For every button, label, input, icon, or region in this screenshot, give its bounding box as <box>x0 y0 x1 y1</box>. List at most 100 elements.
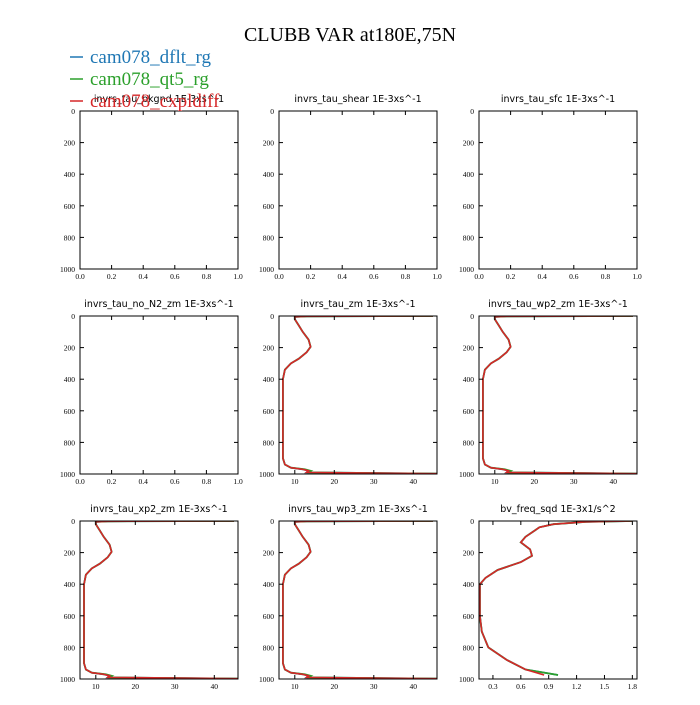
legend-item-1: cam078_dflt_rg <box>70 47 212 68</box>
y-tick-label: 1000 <box>259 470 274 479</box>
plot-frame <box>278 520 438 680</box>
y-tick-label: 600 <box>463 612 475 621</box>
chart-panel-6: invrs_tau_wp2_zm 1E-3xs^-1 0 200 400 600 800 1… <box>459 299 638 486</box>
panel-title: invrs_tau_sfc 1E-3xs^-1 <box>501 94 615 105</box>
y-tick-label: 1000 <box>60 265 75 274</box>
x-tick-label: 1.8 <box>628 682 638 691</box>
x-tick-label: 0.6 <box>369 272 379 281</box>
y-tick-label: 600 <box>263 202 275 211</box>
series-line-1 <box>481 316 637 474</box>
series-line-1 <box>281 521 437 679</box>
series-group <box>281 316 437 474</box>
series-line-2 <box>83 521 238 679</box>
y-tick-label: 0 <box>270 312 274 321</box>
x-tick-label: 1.0 <box>233 477 243 486</box>
series-line-3 <box>83 521 238 679</box>
series-group <box>479 521 633 676</box>
y-tick-label: 800 <box>64 438 76 447</box>
legend-label: cam078_qt5_rg <box>90 69 209 90</box>
series-group <box>83 521 238 679</box>
x-tick-label: 30 <box>171 682 179 691</box>
x-tick-label: 0.4 <box>538 272 548 281</box>
y-tick-label: 600 <box>64 202 76 211</box>
y-tick-label: 1000 <box>60 470 75 479</box>
plot-frame <box>478 315 638 475</box>
y-tick-label: 400 <box>263 170 275 179</box>
x-tick-label: 1.0 <box>632 272 642 281</box>
y-tick-label: 0 <box>470 517 474 526</box>
panel-title: invrs_tau_no_N2_zm 1E-3xs^-1 <box>84 299 233 310</box>
y-tick-label: 0 <box>71 517 75 526</box>
chart-panel-8: invrs_tau_wp3_zm 1E-3xs^-1 0 200 400 600 800 1… <box>259 504 438 691</box>
series-line-2 <box>281 521 437 679</box>
series-line-1 <box>281 316 437 474</box>
y-tick-label: 400 <box>64 170 76 179</box>
x-tick-label: 10 <box>491 477 499 486</box>
x-tick-label: 0.8 <box>202 272 212 281</box>
chart-panel-5: invrs_tau_zm 1E-3xs^-1 0 200 400 600 800 1000 1… <box>259 299 438 486</box>
y-tick-label: 600 <box>263 612 275 621</box>
y-tick-label: 0 <box>270 107 274 116</box>
x-tick-label: 0.3 <box>488 682 498 691</box>
y-tick-label: 800 <box>64 643 76 652</box>
x-tick-label: 0.4 <box>139 477 149 486</box>
y-tick-label: 200 <box>463 344 475 353</box>
y-tick-label: 600 <box>64 407 76 416</box>
plot-frame <box>79 315 239 475</box>
x-tick-label: 0.6 <box>170 477 180 486</box>
y-tick-label: 400 <box>463 580 475 589</box>
legend-item-2: cam078_qt5_rg <box>70 69 209 90</box>
x-tick-label: 40 <box>410 477 418 486</box>
x-tick-label: 0.8 <box>401 272 411 281</box>
x-tick-label: 0.8 <box>601 272 611 281</box>
y-tick-label: 800 <box>463 438 475 447</box>
x-tick-label: 0.6 <box>569 272 579 281</box>
y-tick-label: 400 <box>64 580 76 589</box>
chart-panel-9: bv_freq_sqd 1E-3x1/s^2 0 200 400 600 800 1000 0… <box>459 504 638 691</box>
panel-grid: invrs_tau_bkgnd 1E-3xs^-1020040060080010… <box>60 94 642 691</box>
panel-title: invrs_tau_shear 1E-3xs^-1 <box>294 94 421 105</box>
chart-panel-1: invrs_tau_bkgnd 1E-3xs^-1 0 200 400 600 800 10… <box>60 94 243 281</box>
panel-title: bv_freq_sqd 1E-3x1/s^2 <box>500 504 615 515</box>
y-tick-label: 0 <box>71 107 75 116</box>
y-tick-label: 400 <box>463 375 475 384</box>
x-tick-label: 0.9 <box>544 682 554 691</box>
y-tick-label: 1000 <box>459 265 474 274</box>
y-tick-label: 0 <box>71 312 75 321</box>
panel-title: invrs_tau_wp2_zm 1E-3xs^-1 <box>488 299 628 310</box>
x-tick-label: 30 <box>370 682 378 691</box>
y-tick-label: 200 <box>64 549 76 558</box>
series-line-1 <box>479 521 633 676</box>
x-tick-label: 0.4 <box>139 272 149 281</box>
chart-panel-7: invrs_tau_xp2_zm 1E-3xs^-1 0 200 400 600 800 1… <box>60 504 239 691</box>
x-tick-label: 1.0 <box>233 272 243 281</box>
x-tick-label: 0.2 <box>506 272 516 281</box>
chart-panel-4: invrs_tau_no_N2_zm 1E-3xs^-1 0 200 400 600 80… <box>60 299 243 486</box>
y-tick-label: 200 <box>463 549 475 558</box>
y-tick-label: 400 <box>64 375 76 384</box>
x-tick-label: 10 <box>291 682 299 691</box>
x-tick-label: 20 <box>132 682 140 691</box>
y-tick-label: 800 <box>263 438 275 447</box>
y-tick-label: 800 <box>263 643 275 652</box>
legend-label: cam078_dflt_rg <box>90 47 212 68</box>
chart-panel-2: invrs_tau_shear 1E-3xs^-1 0 200 400 600 800 10… <box>259 94 442 281</box>
x-tick-label: 0.2 <box>107 477 117 486</box>
plot-frame <box>278 315 438 475</box>
y-tick-label: 200 <box>64 344 76 353</box>
x-tick-label: 0.6 <box>170 272 180 281</box>
x-tick-label: 0.0 <box>75 477 85 486</box>
plot-frame <box>478 520 638 680</box>
series-group <box>481 316 637 474</box>
x-tick-label: 20 <box>531 477 539 486</box>
y-tick-label: 400 <box>263 375 275 384</box>
x-tick-label: 10 <box>92 682 100 691</box>
y-tick-label: 600 <box>64 612 76 621</box>
legend-label: cam078_cxpldiff <box>90 91 220 112</box>
x-tick-label: 0.2 <box>306 272 316 281</box>
y-tick-label: 200 <box>263 344 275 353</box>
y-tick-label: 200 <box>263 139 275 148</box>
legend-item-3: cam078_cxpldiff <box>70 91 220 112</box>
